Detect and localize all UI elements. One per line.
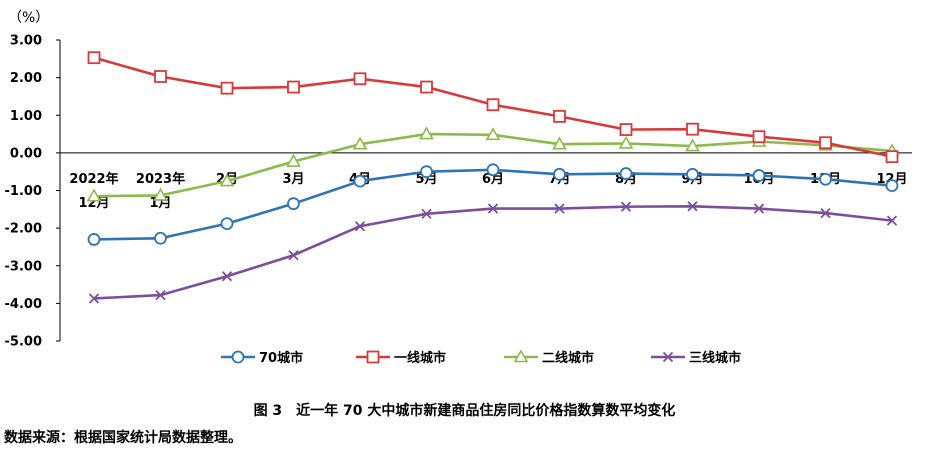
- y-tick-label: -1.00: [5, 184, 42, 199]
- data-point: [420, 165, 433, 179]
- x-tick-label: 2023年: [136, 171, 185, 187]
- data-point: [87, 51, 101, 65]
- data-point: [752, 169, 766, 182]
- data-point: [553, 167, 566, 181]
- data-point: [819, 172, 832, 186]
- data-point: [552, 136, 567, 150]
- figure-caption: 图 3 近一年 70 大中城市新建商品住房同比价格指数算数平均变化: [253, 403, 676, 419]
- y-tick-label: 0.00: [10, 146, 42, 161]
- data-point: [686, 167, 699, 181]
- cross-stroke: [221, 271, 233, 282]
- data-point: [287, 80, 300, 94]
- legend-item: 二线城市: [504, 349, 594, 366]
- data-point: [819, 136, 832, 150]
- y-tick-label: -3.00: [5, 259, 42, 274]
- cross-stroke: [421, 208, 432, 219]
- legend-item: 一线城市: [356, 350, 446, 366]
- y-tick-label: 2.00: [10, 71, 42, 86]
- y-unit-label: （%）: [8, 10, 49, 26]
- data-point: [753, 203, 765, 214]
- data-point: [354, 221, 366, 232]
- y-tick-label: 1.00: [10, 109, 42, 124]
- series-2: [87, 51, 899, 164]
- cross-stroke: [820, 207, 831, 219]
- data-point: [153, 187, 168, 201]
- data-point: [513, 349, 529, 363]
- data-point: [353, 174, 367, 188]
- cross-stroke: [88, 293, 100, 304]
- y-tick-label: -4.00: [5, 297, 42, 312]
- cross-stroke: [487, 203, 499, 214]
- data-point: [619, 167, 633, 180]
- data-point: [554, 203, 565, 214]
- data-point: [88, 293, 100, 304]
- cross-stroke: [354, 221, 366, 232]
- data-point: [886, 215, 898, 226]
- legend-item: 70城市: [221, 350, 303, 366]
- legend-label: 70城市: [259, 350, 303, 366]
- data-point: [286, 153, 301, 167]
- legend-label: 二线城市: [542, 350, 594, 366]
- x-tick-label: 5月: [415, 172, 437, 187]
- cross-stroke: [620, 201, 632, 212]
- x-tick-label: 12月: [78, 196, 109, 211]
- data-point: [231, 350, 245, 364]
- data-point: [487, 203, 499, 214]
- cross-stroke: [554, 203, 565, 214]
- cross-stroke: [155, 289, 166, 301]
- data-point: [287, 197, 300, 211]
- data-point: [820, 207, 831, 219]
- x-tick-label: 6月: [482, 172, 504, 187]
- data-point: [553, 109, 566, 123]
- legend-label: 一线城市: [394, 350, 446, 366]
- legend-item: 三线城市: [651, 350, 741, 366]
- series-4: [88, 201, 898, 304]
- data-point: [353, 72, 367, 86]
- data-point: [352, 136, 368, 150]
- data-point: [420, 80, 433, 94]
- data-point: [885, 179, 899, 193]
- y-tick-label: -5.00: [5, 335, 42, 350]
- data-point: [220, 81, 234, 95]
- data-point: [221, 271, 233, 282]
- data-point: [618, 135, 634, 149]
- series-line: [93, 205, 893, 300]
- cross-stroke: [662, 351, 674, 363]
- data-point: [86, 188, 102, 202]
- data-point: [366, 350, 380, 364]
- cross-stroke: [288, 250, 299, 261]
- data-point: [619, 123, 633, 136]
- data-point: [662, 351, 674, 363]
- data-point: [885, 150, 899, 164]
- data-point: [687, 201, 698, 212]
- x-tick-label: 2022年: [69, 171, 118, 187]
- data-point: [620, 201, 632, 212]
- data-point: [219, 173, 235, 187]
- x-tick-label: 3月: [282, 172, 304, 187]
- data-point: [419, 126, 434, 140]
- legend-label: 三线城市: [689, 350, 741, 366]
- data-point: [486, 98, 500, 112]
- data-point: [686, 122, 699, 136]
- data-point: [220, 217, 234, 231]
- data-source-note: 数据来源：根据国家统计局数据整理。: [4, 430, 242, 446]
- y-tick-label: 3.00: [10, 34, 42, 49]
- data-point: [485, 127, 501, 141]
- cross-stroke: [753, 203, 765, 214]
- data-point: [155, 289, 166, 301]
- line-chart: （%） 3.00 2.00 1.00 0.00 -1.00 -2.00 -3.00 -4.00 -…: [5, 10, 912, 366]
- cross-stroke: [687, 201, 698, 212]
- y-tick-label: -2.00: [5, 222, 42, 237]
- data-point: [288, 250, 299, 261]
- data-point: [154, 70, 167, 83]
- data-point: [87, 233, 101, 246]
- data-point: [154, 231, 167, 245]
- series-1: [87, 163, 899, 246]
- data-point: [486, 163, 500, 177]
- data-point: [685, 138, 700, 152]
- data-point: [421, 208, 432, 219]
- data-point: [752, 130, 766, 144]
- cross-stroke: [886, 215, 898, 226]
